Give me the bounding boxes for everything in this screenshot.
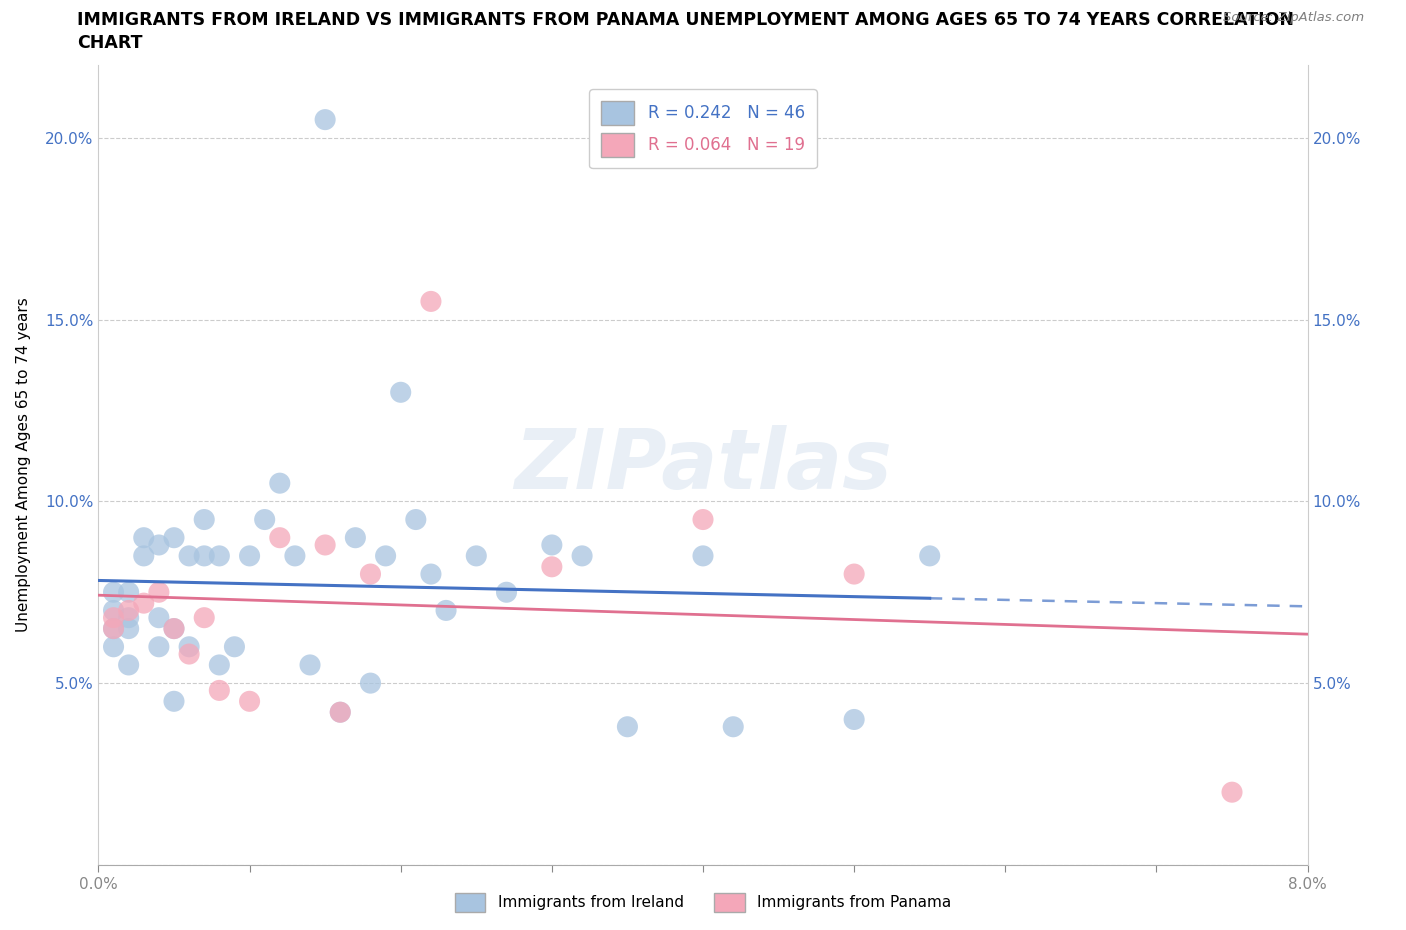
Point — [434, 603, 457, 618]
Point — [269, 476, 291, 491]
Point — [163, 621, 186, 636]
Point — [103, 621, 125, 636]
Point — [329, 705, 352, 720]
Point — [148, 538, 170, 552]
Point — [118, 610, 141, 625]
Point — [389, 385, 412, 400]
Point — [314, 538, 336, 552]
Point — [224, 639, 246, 654]
Point — [208, 683, 231, 698]
Point — [1220, 785, 1243, 800]
Point — [148, 639, 170, 654]
Point — [163, 530, 186, 545]
Text: ZIPatlas: ZIPatlas — [515, 424, 891, 506]
Point — [918, 549, 941, 564]
Point — [103, 603, 125, 618]
Point — [540, 538, 562, 552]
Point — [163, 694, 186, 709]
Point — [179, 646, 201, 661]
Point — [540, 559, 562, 574]
Point — [723, 719, 745, 734]
Point — [616, 719, 638, 734]
Point — [118, 585, 141, 600]
Point — [193, 512, 215, 527]
Point — [269, 530, 291, 545]
Point — [465, 549, 488, 564]
Point — [239, 694, 262, 709]
Point — [179, 549, 201, 564]
Point — [314, 113, 336, 127]
Point — [193, 610, 215, 625]
Point — [405, 512, 427, 527]
Point — [208, 549, 231, 564]
Point — [208, 658, 231, 672]
Point — [132, 549, 155, 564]
Point — [118, 603, 141, 618]
Point — [692, 549, 714, 564]
Text: CHART: CHART — [77, 34, 143, 52]
Point — [360, 676, 382, 691]
Point — [844, 566, 866, 581]
Text: Source: ZipAtlas.com: Source: ZipAtlas.com — [1223, 11, 1364, 24]
Point — [420, 566, 443, 581]
Point — [132, 596, 155, 611]
Point — [420, 294, 443, 309]
Point — [495, 585, 517, 600]
Point — [239, 549, 262, 564]
Point — [148, 610, 170, 625]
Text: IMMIGRANTS FROM IRELAND VS IMMIGRANTS FROM PANAMA UNEMPLOYMENT AMONG AGES 65 TO : IMMIGRANTS FROM IRELAND VS IMMIGRANTS FR… — [77, 11, 1295, 29]
Point — [844, 712, 866, 727]
Point — [692, 512, 714, 527]
Point — [103, 585, 125, 600]
Point — [179, 639, 201, 654]
Legend: R = 0.242   N = 46, R = 0.064   N = 19: R = 0.242 N = 46, R = 0.064 N = 19 — [589, 89, 817, 168]
Point — [118, 621, 141, 636]
Point — [118, 658, 141, 672]
Y-axis label: Unemployment Among Ages 65 to 74 years: Unemployment Among Ages 65 to 74 years — [17, 298, 31, 632]
Point — [344, 530, 367, 545]
Point — [103, 610, 125, 625]
Point — [148, 585, 170, 600]
Point — [163, 621, 186, 636]
Point — [253, 512, 276, 527]
Legend: Immigrants from Ireland, Immigrants from Panama: Immigrants from Ireland, Immigrants from… — [449, 887, 957, 918]
Point — [374, 549, 396, 564]
Point — [571, 549, 593, 564]
Point — [299, 658, 322, 672]
Point — [360, 566, 382, 581]
Point — [103, 639, 125, 654]
Point — [193, 549, 215, 564]
Point — [284, 549, 307, 564]
Point — [103, 621, 125, 636]
Point — [329, 705, 352, 720]
Point — [132, 530, 155, 545]
